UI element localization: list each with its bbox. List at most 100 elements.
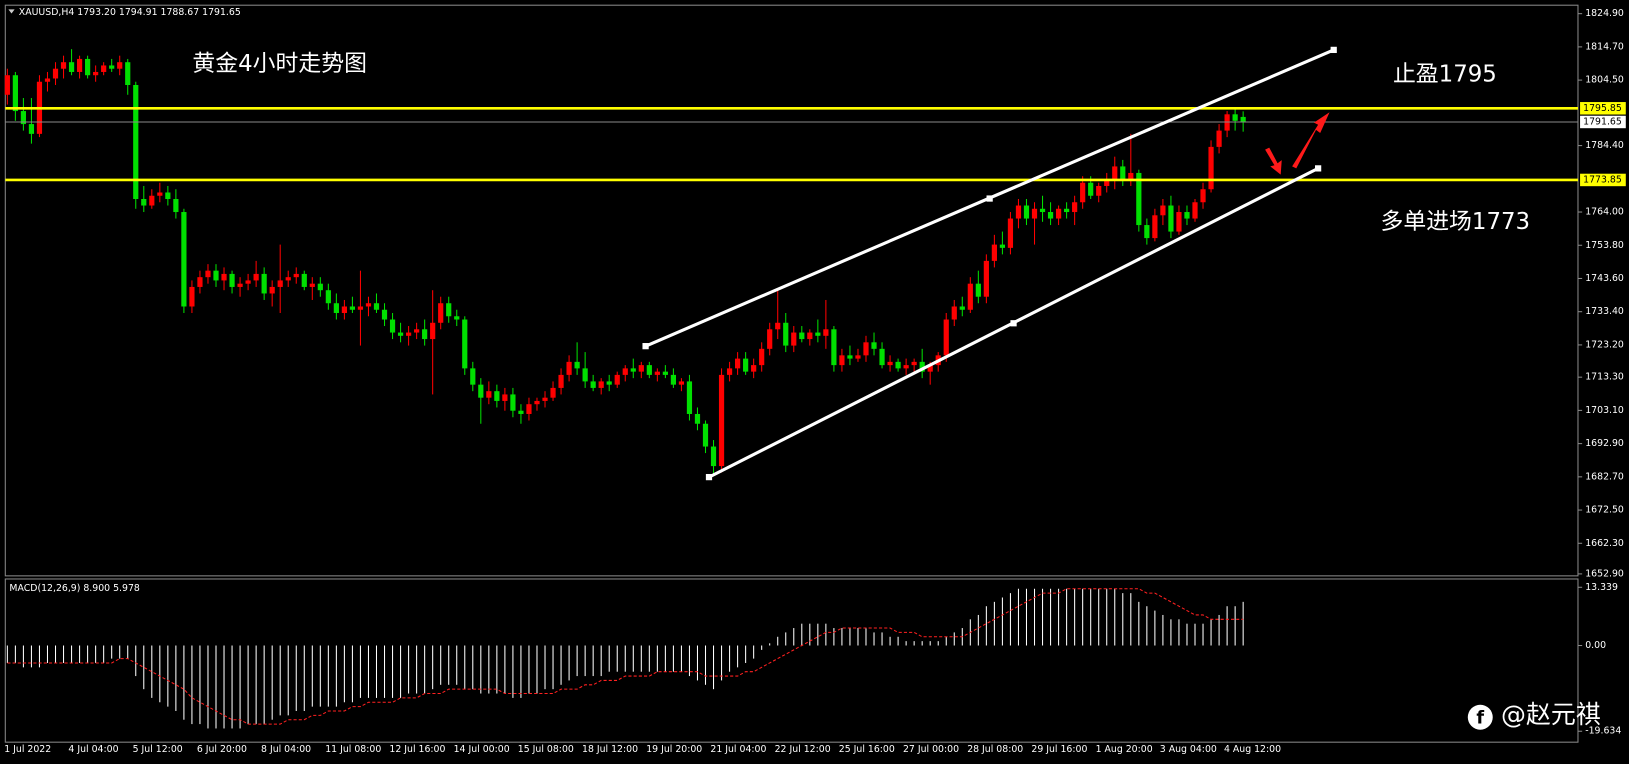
candle-body	[1080, 182, 1086, 203]
y-tick-label: 1743.60	[1585, 273, 1624, 284]
main-pane	[4, 4, 1579, 577]
header-icon	[8, 9, 15, 14]
candle-body	[478, 384, 484, 398]
candle-body	[919, 361, 925, 372]
y-tick-label: 1713.30	[1585, 372, 1624, 383]
candle-body	[654, 371, 660, 375]
y-tick-label: 0.00	[1585, 640, 1606, 651]
candle-body	[349, 306, 356, 310]
y-tick-label: 1814.70	[1585, 41, 1624, 52]
candle-body	[52, 68, 59, 79]
candle-body	[438, 303, 444, 323]
candle-body	[959, 306, 965, 310]
candle-body	[678, 381, 685, 385]
candle-body	[590, 381, 596, 388]
candle-body	[863, 342, 869, 356]
bid-label: 1791.65	[1583, 116, 1622, 127]
candle-body	[775, 322, 781, 330]
y-tick-label: 1682.70	[1585, 471, 1624, 482]
bid-box	[1580, 115, 1626, 129]
candle-body	[470, 368, 476, 385]
candle-body	[1039, 208, 1046, 213]
price-level-box	[1580, 102, 1626, 115]
y-tick-label: 1723.20	[1585, 339, 1624, 350]
candle-body	[133, 84, 139, 200]
annotation: 止盈1795	[1393, 61, 1497, 87]
watermark-icon	[1467, 704, 1493, 730]
candle-body	[686, 381, 693, 414]
x-tick-label: 14 Jul 00:00	[454, 744, 510, 755]
candle-body	[12, 75, 18, 112]
x-tick-label: 6 Jul 20:00	[197, 744, 247, 755]
arrow-down	[1265, 147, 1282, 175]
candle-body	[502, 394, 508, 401]
x-tick-label: 1 Jul 2022	[4, 744, 51, 755]
x-tick-label: 19 Jul 20:00	[646, 744, 702, 755]
macd-pane	[4, 578, 1579, 743]
x-tick-label: 8 Jul 04:00	[261, 744, 311, 755]
candle-body	[454, 316, 460, 320]
candle-body	[93, 71, 99, 76]
candle-body	[213, 270, 219, 281]
candle-body	[229, 273, 235, 287]
x-tick-label: 15 Jul 08:00	[518, 744, 574, 755]
candle-body	[1160, 205, 1166, 216]
candle-body	[582, 368, 588, 382]
candle-body	[1031, 208, 1038, 219]
candle-body	[518, 410, 524, 414]
candle-body	[542, 397, 548, 401]
handle	[1330, 46, 1337, 54]
candle-body	[735, 358, 741, 369]
candle-body	[566, 361, 572, 375]
candle-body	[237, 283, 243, 287]
candle-body	[325, 290, 331, 304]
candle-body	[1136, 172, 1142, 226]
candle-body	[975, 283, 981, 297]
x-tick-label: 11 Jul 08:00	[325, 744, 381, 755]
y-tick-label: 1824.90	[1585, 8, 1624, 19]
candle-body	[951, 306, 957, 320]
candle-body	[397, 332, 404, 336]
candle-body	[943, 319, 949, 356]
candle-body	[1184, 212, 1190, 219]
candle-body	[125, 62, 131, 85]
candle-body	[767, 329, 773, 349]
watermark: f @赵元祺	[1467, 700, 1601, 730]
y-tick-label: 1733.40	[1585, 306, 1624, 317]
candle-body	[28, 124, 35, 134]
candle-body	[879, 348, 885, 366]
x-tick-label: 25 Jul 16:00	[839, 744, 895, 755]
y-tick-label: 1672.50	[1585, 505, 1624, 516]
candle-body	[1216, 130, 1222, 147]
candle-body	[1128, 172, 1134, 180]
candle-body	[357, 306, 364, 310]
watermark-text: @赵元祺	[1501, 700, 1601, 729]
candle-body	[245, 280, 251, 284]
candle-body	[823, 329, 829, 336]
y-tick-label: 1692.90	[1585, 438, 1624, 449]
candle-body	[855, 355, 861, 359]
candle-body	[205, 270, 211, 278]
candle-body	[389, 319, 396, 333]
candle-body	[791, 332, 797, 346]
y-tick-label: 1764.00	[1585, 207, 1624, 218]
annotation: 多单进场1773	[1380, 209, 1530, 235]
candle-body	[197, 277, 203, 287]
candle-body	[1072, 202, 1078, 213]
watermark-icon-letter: f	[1476, 708, 1484, 728]
candle-body	[101, 65, 107, 72]
candle-body	[927, 365, 933, 372]
candle-body	[76, 58, 83, 72]
candle-body	[887, 361, 893, 366]
candle-body	[486, 391, 492, 398]
x-tick-label: 28 Jul 08:00	[967, 744, 1023, 755]
arrows	[1265, 112, 1330, 175]
arrow-up	[1292, 112, 1330, 169]
candle-body	[646, 365, 652, 375]
price-level-label: 1773.85	[1583, 174, 1622, 185]
candle-body	[149, 195, 155, 206]
candle-body	[895, 361, 901, 369]
candle-body	[157, 192, 163, 196]
